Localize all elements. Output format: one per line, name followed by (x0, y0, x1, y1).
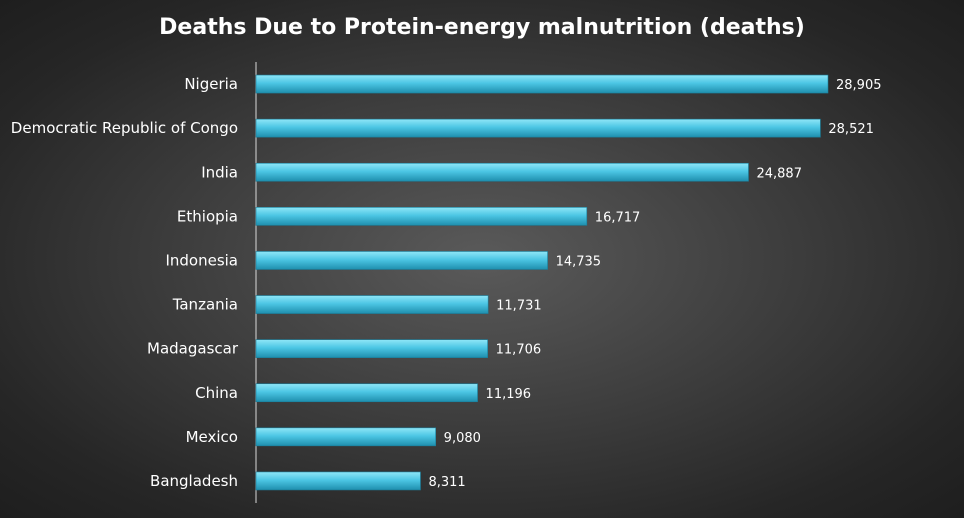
value-label: 24,887 (756, 166, 802, 181)
bar-indonesia (255, 251, 548, 270)
bar-nigeria (255, 74, 829, 94)
value-label: 11,706 (496, 343, 542, 358)
bar-mexico (255, 427, 436, 447)
bar-india (255, 162, 749, 182)
bar-china (255, 383, 478, 403)
category-label: Mexico (186, 428, 238, 446)
category-label: Ethiopia (177, 207, 238, 225)
category-label: Nigeria (184, 75, 238, 93)
bars-group: Nigeria 28,905 Democratic Republic of Cong… (11, 74, 882, 491)
bar-bangladesh (255, 471, 421, 491)
category-label: China (195, 384, 238, 402)
category-label: Democratic Republic of Congo (11, 119, 238, 137)
category-label: Madagascar (147, 340, 239, 358)
bar-tanzania (255, 295, 489, 314)
bar-madagascar (255, 339, 488, 358)
value-label: 11,196 (486, 387, 532, 402)
chart-title: Deaths Due to Protein-energy malnutritio… (159, 15, 805, 40)
value-label: 8,311 (428, 475, 465, 490)
bar-ethiopia (255, 207, 588, 226)
category-label: Bangladesh (150, 472, 238, 490)
bar-democratic-republic-of-congo (255, 118, 821, 138)
category-label: Indonesia (165, 251, 238, 269)
value-label: 16,717 (595, 210, 641, 225)
value-label: 9,080 (444, 431, 481, 446)
value-label: 11,731 (496, 299, 542, 314)
category-label: India (201, 163, 238, 181)
value-label: 28,521 (828, 122, 874, 137)
category-label: Tanzania (172, 296, 238, 314)
value-label: 14,735 (556, 254, 602, 269)
value-label: 28,905 (836, 78, 882, 93)
